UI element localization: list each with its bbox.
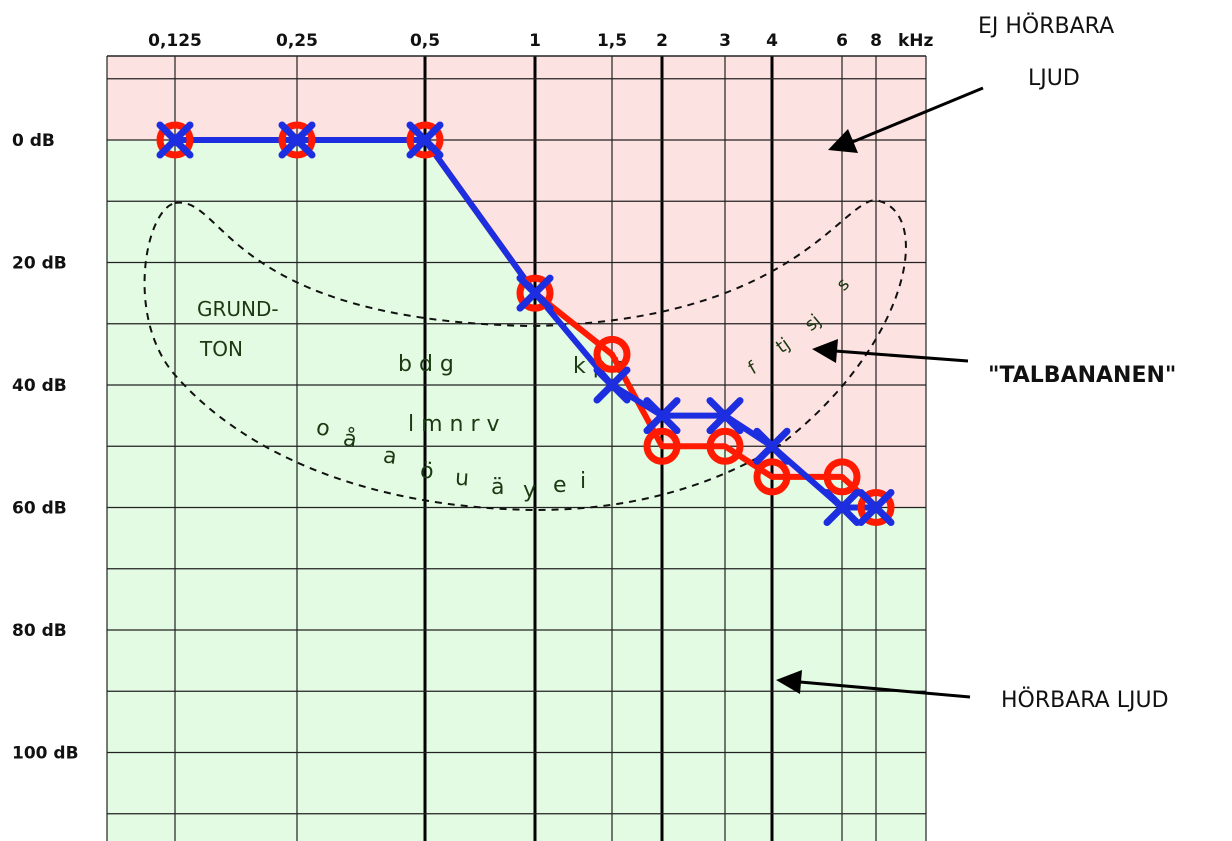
y-tick-label: 0 dB (12, 131, 55, 151)
phoneme-bdg: b d g (398, 352, 454, 377)
hearing-regions (107, 56, 926, 841)
series-marker-cross (706, 397, 744, 435)
cross-stroke (156, 121, 194, 159)
series-marker-cross (156, 121, 194, 159)
phoneme-oe: ö (419, 458, 435, 484)
phoneme-e: e (553, 473, 567, 498)
grundton-line2: TON (199, 337, 243, 361)
callout-audible: HÖRBARA LJUD (1001, 687, 1169, 713)
x-tick-label: 6 (836, 31, 848, 51)
arrow-inaudible-head (828, 129, 858, 153)
cross-stroke (706, 397, 744, 435)
series-marker-cross (593, 366, 631, 404)
phoneme-i: i (580, 469, 586, 494)
arrow-audible-head (776, 670, 802, 694)
speech-banana (143, 198, 907, 512)
series-marker-circle (857, 489, 895, 526)
series-marker-circle (753, 458, 791, 496)
x-tick-label: 4 (766, 31, 778, 51)
series-marker-circle (706, 427, 744, 465)
series-marker-cross (278, 121, 316, 159)
x-tick-label: 0,25 (276, 31, 318, 51)
phoneme-u: u (454, 466, 470, 492)
x-tick-label: 1 (529, 31, 541, 51)
x-tick-label: 1,5 (597, 31, 627, 51)
x-tick-label: 0,125 (148, 31, 202, 51)
callout-speech-banana: "TALBANANEN" (988, 363, 1176, 388)
axis-ticks: 0,125 0,25 0,5 1 1,5 2 3 4 6 8 kHz 0 dB 20 dB 40 dB 60… (12, 31, 934, 764)
series-marker-circle (156, 121, 194, 159)
y-tick-label: 100 dB (12, 744, 79, 764)
series-line-1 (172, 137, 879, 511)
callout-inaudible-line1: EJ HÖRBARA (978, 13, 1114, 39)
x-tick-label: 0,5 (410, 31, 440, 51)
series-layer (156, 121, 895, 526)
y-tick-label: 60 dB (12, 499, 67, 519)
x-axis-unit: kHz (898, 31, 934, 51)
x-tick-label: 3 (719, 31, 731, 51)
x-tick-label: 8 (870, 31, 882, 51)
series-marker-circle (516, 274, 554, 312)
series-marker-cross (406, 121, 444, 159)
phoneme-ae: ä (491, 475, 504, 500)
series-marker-cross (516, 274, 554, 312)
arrow-inaudible (849, 86, 984, 145)
series-marker-circle (823, 458, 861, 496)
callouts: EJ HÖRBARA LJUD "TALBANANEN" HÖRBARA LJU… (776, 13, 1176, 713)
series-marker-cross (753, 427, 791, 465)
cross-stroke (643, 397, 681, 435)
phoneme-o: o (314, 415, 332, 442)
series-marker-cross (643, 397, 681, 435)
cross-stroke (857, 489, 895, 526)
cross-stroke (823, 489, 861, 526)
series-marker-circle (406, 121, 444, 159)
cross-stroke (753, 427, 791, 465)
speech-banana-outline (143, 198, 907, 512)
cross-stroke (593, 366, 631, 404)
y-tick-label: 40 dB (12, 376, 67, 396)
series-marker-circle (593, 335, 631, 373)
arrow-audible (799, 680, 971, 699)
phoneme-lmnrv: l m n r v (408, 412, 500, 437)
cross-stroke (278, 121, 316, 159)
series-marker-circle (643, 427, 681, 465)
cross-stroke (406, 121, 444, 159)
phoneme-a: a (382, 443, 399, 470)
grundton-line1: GRUND- (197, 297, 279, 321)
y-tick-label: 80 dB (12, 621, 67, 641)
y-tick-label: 20 dB (12, 254, 67, 274)
arrow-speech-banana-head (812, 339, 838, 363)
series-marker-cross (857, 489, 895, 526)
arrow-speech-banana (834, 349, 969, 363)
inaudible-region (107, 56, 926, 508)
x-tick-label: 2 (656, 31, 668, 51)
callout-inaudible-line2: LJUD (1028, 66, 1080, 91)
series-marker-cross (823, 489, 861, 526)
series-marker-circle (278, 121, 316, 159)
cross-stroke (516, 274, 554, 312)
phoneme-y: y (523, 478, 536, 503)
phoneme-aa: å (341, 425, 359, 453)
